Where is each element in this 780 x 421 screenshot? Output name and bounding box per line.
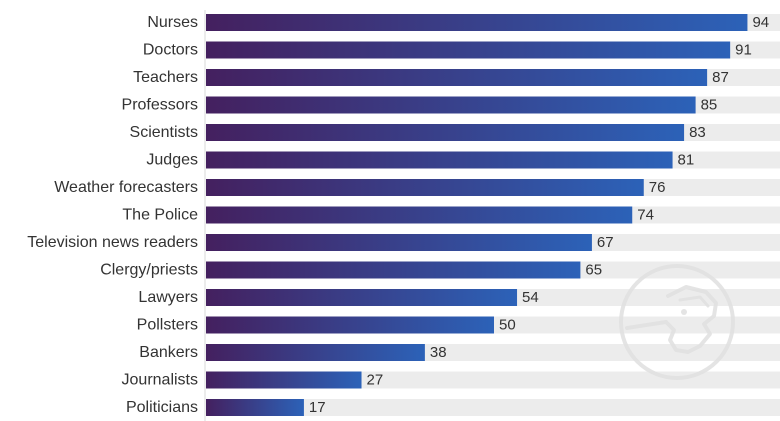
bar-journalists bbox=[206, 371, 362, 389]
bar-bankers bbox=[206, 344, 425, 361]
category-labels: Nurses Doctors Teachers Professors Scientist… bbox=[27, 14, 198, 416]
value-label-clergy-priests: 65 bbox=[585, 262, 602, 279]
bar-nurses bbox=[206, 14, 748, 31]
bar-politicians bbox=[206, 399, 304, 416]
bar-professors bbox=[206, 96, 696, 114]
category-label-clergy-priests: Clergy/priests bbox=[100, 262, 198, 279]
value-label-pollsters: 50 bbox=[499, 317, 516, 334]
bar-teachers bbox=[206, 69, 708, 86]
category-label-bankers: Bankers bbox=[139, 344, 198, 361]
bar-television-news-readers bbox=[206, 234, 592, 251]
bar-pollsters bbox=[206, 316, 494, 334]
category-label-pollsters: Pollsters bbox=[137, 317, 198, 334]
value-label-bankers: 38 bbox=[430, 344, 447, 361]
value-label-judges: 81 bbox=[678, 152, 695, 169]
bar-judges bbox=[206, 151, 673, 169]
value-label-the-police: 74 bbox=[637, 207, 654, 224]
category-label-teachers: Teachers bbox=[133, 69, 198, 86]
category-label-judges: Judges bbox=[146, 152, 198, 169]
bar-weather-forecasters bbox=[206, 179, 644, 196]
bar-lawyers bbox=[206, 289, 518, 306]
bar-the-police bbox=[206, 206, 633, 224]
value-label-weather-forecasters: 76 bbox=[649, 179, 666, 196]
category-label-politicians: Politicians bbox=[126, 399, 198, 416]
bar-doctors bbox=[206, 41, 731, 59]
category-label-scientists: Scientists bbox=[130, 124, 198, 141]
value-label-television-news-readers: 67 bbox=[597, 234, 614, 251]
bar-track-politicians bbox=[206, 399, 780, 416]
category-label-nurses: Nurses bbox=[147, 14, 198, 31]
category-label-television-news-readers: Television news readers bbox=[27, 234, 198, 251]
value-label-journalists: 27 bbox=[367, 372, 384, 389]
bar-scientists bbox=[206, 124, 685, 141]
value-label-doctors: 91 bbox=[735, 42, 752, 59]
value-label-scientists: 83 bbox=[689, 124, 706, 141]
value-label-professors: 85 bbox=[701, 97, 718, 114]
value-label-teachers: 87 bbox=[712, 69, 729, 86]
value-label-nurses: 94 bbox=[752, 14, 769, 31]
category-label-journalists: Journalists bbox=[122, 372, 198, 389]
value-label-politicians: 17 bbox=[309, 399, 326, 416]
category-label-lawyers: Lawyers bbox=[138, 289, 198, 306]
category-label-professors: Professors bbox=[122, 97, 198, 114]
category-label-weather-forecasters: Weather forecasters bbox=[54, 179, 198, 196]
category-label-doctors: Doctors bbox=[143, 42, 198, 59]
value-label-lawyers: 54 bbox=[522, 289, 539, 306]
bars bbox=[206, 14, 748, 416]
pinocchio-icon bbox=[619, 264, 735, 380]
bar-clergy-priests bbox=[206, 261, 581, 279]
category-label-the-police: The Police bbox=[122, 207, 198, 224]
